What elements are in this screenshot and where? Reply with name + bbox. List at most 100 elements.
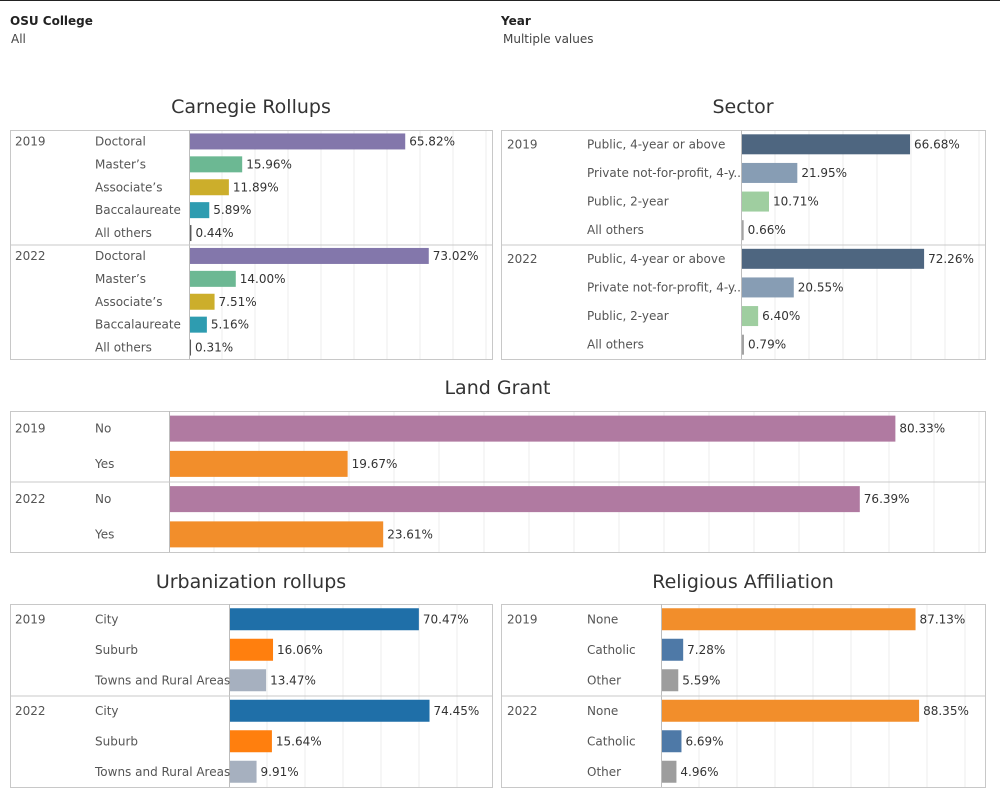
carnegie-category-label: Baccalaureate: [95, 318, 181, 332]
urbanization-category-label: Suburb: [95, 734, 138, 748]
religious-category-label: Other: [587, 765, 621, 779]
landgrant-bar: [170, 415, 896, 442]
carnegie-bar: [190, 270, 236, 287]
filter-year-label: Year: [501, 14, 531, 28]
urbanization-chart-title: Urbanization rollups: [155, 571, 347, 593]
urbanization-year-label: 2022: [15, 704, 46, 718]
carnegie-bar: [190, 156, 243, 173]
urbanization-bar: [230, 638, 274, 661]
religious-chart-title: Religious Affiliation: [652, 571, 834, 593]
religious-bar: [662, 730, 682, 753]
religious-bar: [662, 608, 916, 631]
urbanization-year-label: 2019: [15, 612, 46, 626]
carnegie-bar: [190, 133, 406, 150]
sector-category-label: Public, 2-year: [587, 195, 669, 209]
religious-category-label: None: [587, 704, 618, 718]
carnegie-data-label: 5.16%: [211, 318, 249, 332]
urbanization-bar: [230, 669, 267, 692]
urbanization-category-label: Suburb: [95, 643, 138, 657]
urbanization-data-label: 13.47%: [270, 673, 316, 687]
religious-data-label: 7.28%: [687, 643, 725, 657]
urbanization-data-label: 15.64%: [276, 734, 322, 748]
sector-bar: [742, 334, 744, 355]
sector-data-label: 10.71%: [773, 195, 819, 209]
carnegie-category-label: Associate’s: [95, 180, 163, 194]
carnegie-category-label: Master’s: [95, 157, 146, 171]
carnegie-year-label: 2019: [15, 134, 46, 148]
carnegie-bar: [190, 225, 192, 242]
sector-bar: [742, 162, 798, 183]
sector-data-label: 66.68%: [914, 137, 960, 151]
landgrant-data-label: 76.39%: [864, 492, 910, 506]
sector-chart-title: Sector: [712, 96, 774, 118]
religious-category-label: Catholic: [587, 734, 636, 748]
carnegie-data-label: 0.31%: [195, 341, 233, 355]
landgrant-data-label: 80.33%: [899, 422, 945, 436]
carnegie-category-label: All others: [95, 341, 152, 355]
carnegie-bar: [190, 316, 207, 333]
religious-bar: [662, 760, 677, 783]
carnegie-year-label: 2022: [15, 249, 46, 263]
sector-bar: [742, 134, 911, 155]
religious-data-label: 5.59%: [682, 673, 720, 687]
landgrant-data-label: 19.67%: [352, 457, 398, 471]
sector-data-label: 72.26%: [928, 252, 974, 266]
landgrant-bar: [170, 486, 860, 513]
urbanization-bar: [230, 760, 257, 783]
sector-year-label: 2022: [507, 252, 538, 266]
urbanization-data-label: 74.45%: [434, 704, 480, 718]
carnegie-category-label: Doctoral: [95, 249, 146, 263]
carnegie-category-label: Master’s: [95, 272, 146, 286]
filter-college-label: OSU College: [10, 14, 93, 28]
sector-data-label: 0.79%: [748, 338, 786, 352]
carnegie-bar: [190, 339, 192, 356]
urbanization-bar: [230, 699, 430, 722]
sector-category-label: Public, 4-year or above: [587, 252, 725, 266]
urbanization-category-label: Towns and Rural Areas: [94, 765, 230, 779]
religious-category-label: None: [587, 612, 618, 626]
sector-data-label: 20.55%: [798, 280, 844, 294]
filter-college-dropdown[interactable]: All: [11, 32, 26, 46]
sector-data-label: 6.40%: [762, 309, 800, 323]
carnegie-data-label: 15.96%: [246, 157, 292, 171]
landgrant-bar: [170, 521, 384, 548]
carnegie-category-label: Associate’s: [95, 295, 163, 309]
sector-category-label: Private not-for-profit, 4-y..: [587, 166, 741, 180]
carnegie-bar: [190, 247, 429, 264]
sector-category-label: Private not-for-profit, 4-y..: [587, 280, 741, 294]
carnegie-chart-title: Carnegie Rollups: [171, 96, 331, 118]
landgrant-year-label: 2019: [15, 422, 46, 436]
carnegie-data-label: 65.82%: [409, 134, 455, 148]
landgrant-category-label: No: [95, 492, 111, 506]
urbanization-data-label: 16.06%: [277, 643, 323, 657]
religious-year-label: 2019: [507, 612, 538, 626]
sector-bar: [742, 306, 759, 327]
religious-data-label: 88.35%: [923, 704, 969, 718]
sector-bar: [742, 220, 744, 241]
carnegie-category-label: All others: [95, 226, 152, 240]
landgrant-year-label: 2022: [15, 492, 46, 506]
religious-category-label: Catholic: [587, 643, 636, 657]
sector-year-label: 2019: [507, 137, 538, 151]
sector-bar: [742, 248, 925, 269]
religious-bar: [662, 638, 684, 661]
religious-year-label: 2022: [507, 704, 538, 718]
religious-bar: [662, 699, 920, 722]
religious-data-label: 4.96%: [680, 765, 718, 779]
urbanization-category-label: City: [95, 704, 119, 718]
carnegie-category-label: Baccalaureate: [95, 203, 181, 217]
sector-category-label: Public, 2-year: [587, 309, 669, 323]
religious-category-label: Other: [587, 673, 621, 687]
landgrant-category-label: Yes: [94, 457, 114, 471]
landgrant-bar: [170, 450, 348, 477]
carnegie-data-label: 11.89%: [233, 180, 279, 194]
carnegie-data-label: 7.51%: [219, 295, 257, 309]
sector-category-label: Public, 4-year or above: [587, 137, 725, 151]
filter-year-dropdown[interactable]: Multiple values: [503, 32, 594, 46]
religious-data-label: 6.69%: [685, 734, 723, 748]
carnegie-bar: [190, 179, 229, 196]
urbanization-category-label: Towns and Rural Areas: [94, 673, 230, 687]
sector-data-label: 0.66%: [748, 223, 786, 237]
